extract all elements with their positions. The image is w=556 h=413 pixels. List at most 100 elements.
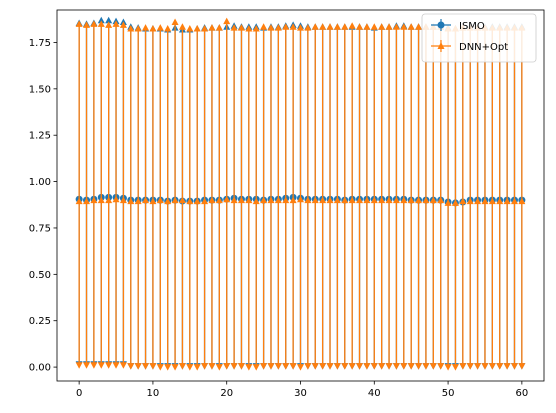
data-point bbox=[267, 196, 275, 204]
error-cap-upper bbox=[164, 25, 172, 32]
error-cap-upper bbox=[119, 21, 127, 28]
data-point bbox=[223, 195, 231, 203]
data-point bbox=[400, 196, 408, 204]
error-cap-lower bbox=[223, 363, 231, 370]
y-tick-label: 0.75 bbox=[29, 223, 51, 234]
data-point bbox=[112, 195, 120, 203]
y-tick-label: 0.25 bbox=[29, 316, 51, 327]
error-cap-upper bbox=[75, 20, 83, 27]
data-point bbox=[97, 196, 105, 204]
error-cap-lower bbox=[333, 363, 341, 370]
error-cap-upper bbox=[112, 20, 120, 27]
error-cap-lower bbox=[186, 364, 194, 371]
error-cap-upper bbox=[134, 25, 142, 32]
error-cap-lower bbox=[363, 363, 371, 370]
error-cap-lower bbox=[142, 363, 150, 370]
error-cap-upper bbox=[83, 21, 91, 28]
error-cap-upper bbox=[171, 18, 179, 26]
error-cap-lower bbox=[164, 364, 172, 371]
data-point bbox=[193, 197, 201, 205]
error-cap-lower bbox=[245, 364, 253, 371]
error-cap-lower bbox=[422, 363, 430, 370]
data-point bbox=[437, 196, 445, 204]
legend-label-ismo: ISMO bbox=[459, 21, 485, 32]
error-cap-upper bbox=[304, 24, 312, 31]
error-cap-lower bbox=[156, 364, 164, 371]
x-tick-label: 30 bbox=[294, 388, 307, 399]
error-cap-upper bbox=[289, 23, 297, 30]
data-point bbox=[422, 196, 430, 204]
error-cap-lower bbox=[311, 363, 319, 370]
data-point bbox=[518, 197, 526, 205]
error-cap-lower bbox=[297, 364, 304, 371]
error-cap-upper bbox=[415, 23, 423, 30]
error-cap-lower bbox=[304, 363, 312, 370]
y-tick-label: 1.75 bbox=[29, 38, 51, 49]
error-cap-lower bbox=[459, 363, 467, 370]
data-point bbox=[363, 196, 371, 204]
x-tick-label: 0 bbox=[76, 388, 82, 399]
error-cap-upper bbox=[267, 24, 275, 31]
error-cap-lower bbox=[415, 363, 423, 370]
error-cap-upper bbox=[348, 22, 356, 29]
data-point bbox=[333, 196, 341, 204]
x-tick-label: 20 bbox=[220, 388, 233, 399]
error-cap-upper bbox=[237, 24, 245, 31]
data-point bbox=[201, 197, 209, 205]
error-cap-lower bbox=[510, 363, 518, 370]
error-cap-lower bbox=[282, 363, 290, 370]
error-cap-upper bbox=[407, 23, 415, 30]
error-cap-lower bbox=[319, 363, 327, 370]
data-point bbox=[459, 197, 467, 205]
error-cap-upper bbox=[201, 25, 209, 32]
data-point bbox=[503, 197, 511, 205]
error-cap-upper bbox=[378, 23, 386, 30]
data-point bbox=[142, 196, 150, 204]
data-point bbox=[319, 196, 327, 204]
error-cap-upper bbox=[186, 25, 194, 32]
error-cap-upper bbox=[193, 25, 201, 32]
data-point bbox=[282, 196, 290, 204]
error-cap-lower bbox=[274, 363, 282, 370]
data-point bbox=[237, 196, 245, 204]
error-cap-upper bbox=[319, 23, 327, 30]
data-point bbox=[215, 196, 223, 204]
error-cap-upper bbox=[97, 20, 105, 27]
error-cap-upper bbox=[127, 25, 135, 32]
error-cap-upper bbox=[260, 23, 268, 30]
y-tick-label: 0.00 bbox=[29, 363, 51, 374]
error-cap-lower bbox=[444, 364, 452, 371]
error-cap-upper bbox=[245, 25, 253, 32]
legend: ISMO DNN+Opt bbox=[421, 13, 537, 63]
data-point bbox=[474, 197, 482, 205]
error-cap-lower bbox=[503, 363, 511, 370]
error-cap-lower bbox=[230, 363, 238, 370]
data-point bbox=[186, 197, 194, 205]
error-cap-upper bbox=[385, 23, 393, 30]
error-cap-lower bbox=[496, 363, 504, 370]
error-cap-upper bbox=[326, 23, 334, 30]
error-cap-upper bbox=[208, 24, 216, 31]
data-point bbox=[127, 197, 135, 205]
legend-entry-dnn-opt: DNN+Opt bbox=[431, 40, 508, 53]
data-point bbox=[510, 197, 518, 205]
error-cap-lower bbox=[208, 363, 216, 370]
error-cap-upper bbox=[282, 23, 290, 30]
error-cap-lower bbox=[474, 363, 482, 370]
error-cap-upper bbox=[178, 23, 186, 30]
data-point bbox=[83, 197, 91, 205]
legend-box bbox=[421, 13, 537, 63]
error-cap-lower bbox=[289, 363, 297, 370]
error-cap-upper bbox=[274, 24, 282, 31]
error-cap-upper bbox=[142, 24, 150, 31]
data-point bbox=[444, 199, 452, 206]
error-cap-lower bbox=[378, 363, 386, 370]
data-point bbox=[178, 196, 186, 204]
error-cap-lower bbox=[149, 363, 157, 370]
data-point bbox=[164, 197, 172, 205]
error-cap-lower bbox=[400, 363, 408, 370]
error-cap-upper bbox=[356, 23, 364, 30]
legend-marker-dnn-opt bbox=[437, 42, 445, 49]
legend-marker-ismo bbox=[437, 21, 445, 29]
data-point bbox=[149, 197, 157, 205]
